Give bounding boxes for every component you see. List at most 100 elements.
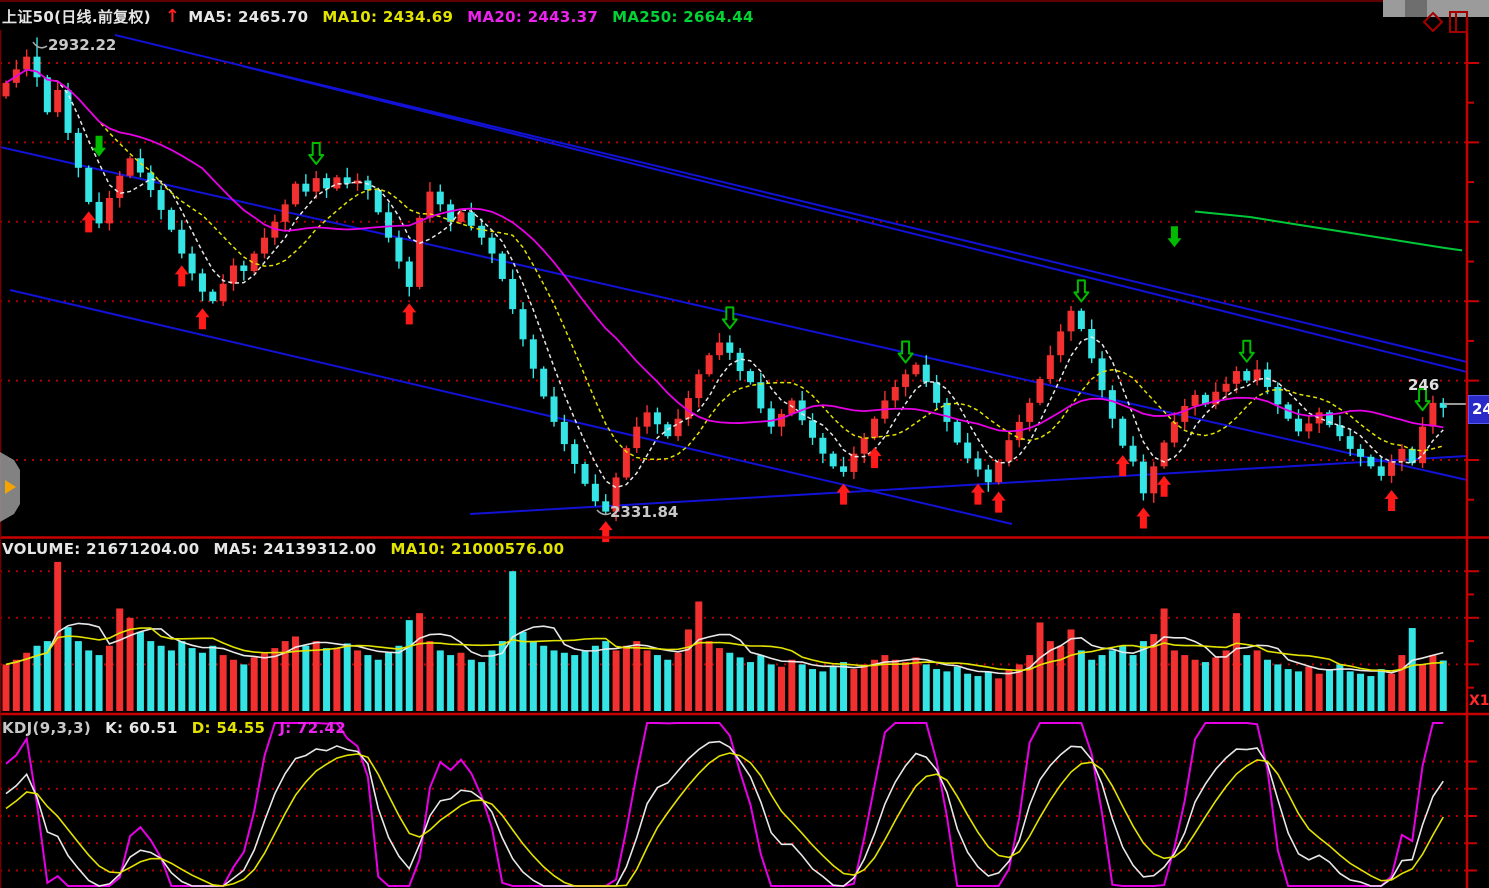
candlestick: [426, 191, 434, 218]
candlestick: [705, 355, 713, 375]
candlestick: [633, 426, 641, 449]
volume-bar: [1398, 655, 1406, 711]
volume-bar: [1419, 664, 1427, 711]
candlestick: [1067, 310, 1075, 332]
candlestick: [188, 253, 196, 274]
candlestick: [198, 273, 206, 292]
volume-bar: [1263, 659, 1271, 711]
volume-bar: [261, 652, 268, 711]
volume-bar: [788, 659, 796, 711]
candlestick: [240, 265, 248, 272]
volume-bar: [271, 648, 279, 711]
split-window-icon[interactable]: [1449, 11, 1468, 33]
candlestick: [1295, 418, 1302, 432]
volume-bar: [1026, 655, 1034, 711]
buy-signal-arrow-icon: [1157, 475, 1172, 497]
volume-bar: [447, 655, 455, 711]
volume-bar: [333, 648, 341, 711]
candlestick: [767, 408, 775, 427]
volume-bar: [467, 659, 475, 711]
volume-bar: [519, 631, 527, 711]
candlestick: [74, 132, 82, 168]
candlestick: [395, 237, 403, 262]
candlestick: [1429, 402, 1437, 427]
volume-bar: [1377, 669, 1385, 711]
volume-bar: [1429, 655, 1437, 711]
ma20-value-label: MA20: 2443.37: [467, 8, 599, 26]
volume-bar: [1191, 659, 1199, 711]
high-price-annotation: 2932.22: [48, 36, 117, 54]
candlestick: [974, 458, 982, 470]
volume-bar: [860, 664, 868, 711]
candlestick: [1119, 418, 1127, 446]
candlestick: [126, 158, 134, 176]
sell-signal-hollow-arrow-icon: [1414, 388, 1431, 412]
volume-bar: [964, 673, 972, 711]
candlestick: [1088, 328, 1096, 359]
candlestick: [1367, 456, 1375, 467]
volume-bar: [250, 657, 258, 711]
sell-signal-hollow-arrow-icon: [308, 141, 325, 165]
volume-bar: [529, 641, 537, 711]
candlestick: [1191, 394, 1199, 407]
candlestick: [1212, 391, 1220, 405]
candlestick: [436, 191, 444, 205]
volume-bar: [147, 641, 155, 711]
volume-bar: [395, 645, 403, 711]
candlestick: [1026, 402, 1034, 422]
volume-bar: [509, 571, 517, 711]
diamond-tool-icon[interactable]: [1422, 11, 1444, 33]
candlestick: [1150, 466, 1158, 494]
volume-bar: [219, 655, 227, 711]
candlestick: [653, 412, 661, 425]
volume-bar: [1315, 673, 1323, 711]
candlestick: [984, 469, 992, 483]
candlestick: [364, 180, 372, 191]
candlestick: [178, 229, 186, 254]
candlestick: [54, 89, 62, 113]
candlestick: [829, 453, 837, 467]
candlestick: [312, 178, 320, 192]
candlestick: [1139, 461, 1147, 494]
candlestick: [964, 442, 972, 459]
volume-bar: [1181, 655, 1189, 711]
volume-bar: [664, 659, 672, 711]
candlestick: [374, 190, 382, 213]
volume-bar: [364, 655, 372, 711]
candlestick: [457, 212, 465, 222]
candlestick: [602, 501, 610, 512]
last-price-annotation: 246: [1408, 376, 1440, 394]
candlestick: [581, 463, 589, 484]
volume-bar: [1119, 645, 1127, 711]
ma250-value-label: MA250: 2664.44: [612, 8, 754, 26]
up-arrow-icon: ↑: [164, 6, 181, 27]
candlestick: [85, 167, 93, 202]
candlestick: [736, 352, 744, 372]
sidebar-expander[interactable]: [0, 446, 34, 526]
candlestick: [1357, 448, 1365, 457]
candlestick: [1243, 371, 1251, 381]
volume-bar: [1212, 657, 1220, 711]
volume-bar: [736, 657, 744, 711]
candlestick: [323, 178, 331, 189]
volume-bar: [498, 641, 506, 711]
candlestick: [995, 461, 1003, 483]
candlestick: [1398, 448, 1406, 462]
candlestick: [612, 477, 620, 512]
volume-bar: [1346, 671, 1354, 711]
ma250-line: [1194, 210, 1463, 252]
expand-right-icon: [5, 480, 16, 494]
volume-bar: [457, 652, 465, 711]
candlestick: [43, 77, 51, 113]
candlestick: [1388, 461, 1396, 476]
buy-signal-arrow-icon: [991, 491, 1006, 513]
volume-bar: [902, 662, 910, 711]
low-annotation-pointer: [596, 509, 612, 516]
main-chart-header: 上证50(日线.前复权) ↑ MA5: 2465.70 MA10: 2434.69 MA…: [2, 6, 768, 27]
volume-bar: [167, 650, 175, 711]
ma5-value-label: MA5: 2465.70: [188, 8, 309, 26]
volume-bar: [178, 641, 186, 711]
scrollbar-thumb[interactable]: [1405, 0, 1427, 17]
candlestick: [1181, 406, 1189, 422]
